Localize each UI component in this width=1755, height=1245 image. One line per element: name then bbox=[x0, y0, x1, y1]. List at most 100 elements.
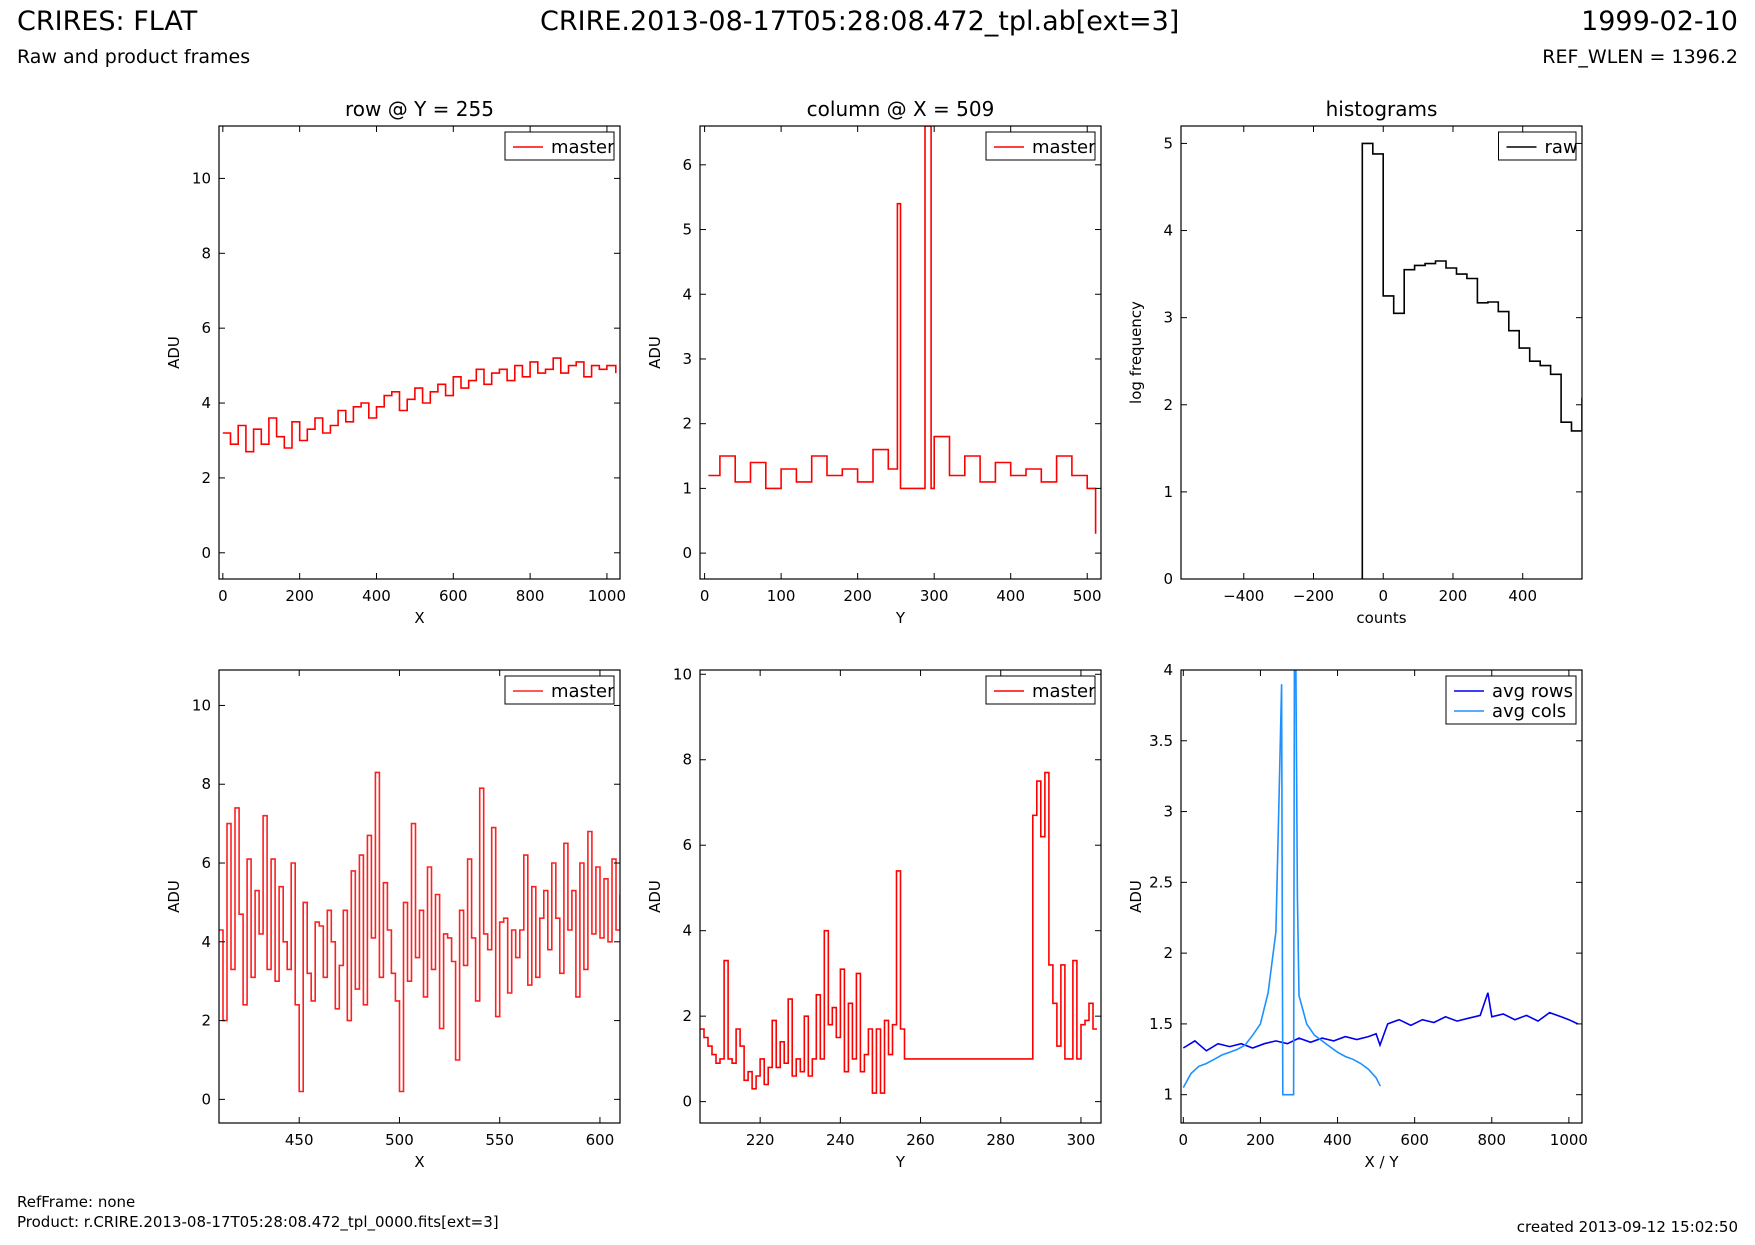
y-axis-label: ADU bbox=[165, 336, 183, 369]
plot-frame bbox=[699, 669, 1102, 1124]
y-tick-label: 2 bbox=[1163, 396, 1173, 414]
x-tick-label: 280 bbox=[986, 1131, 1015, 1149]
y-tick-label: 4 bbox=[201, 933, 211, 951]
ref-frame-note: RefFrame: none bbox=[17, 1193, 136, 1211]
plot-frame bbox=[218, 669, 621, 1124]
y-tick-label: 4 bbox=[1163, 222, 1173, 240]
y-tick-label: 0 bbox=[682, 544, 692, 562]
y-tick-label: 10 bbox=[192, 696, 211, 714]
y-tick-label: 1.5 bbox=[1149, 1015, 1173, 1033]
x-tick-label: 400 bbox=[996, 587, 1025, 605]
plot-frame bbox=[218, 125, 621, 580]
chart-histograms: −400 −200 0 200 400 0 1 2 3 4 5 histograms counts log… bbox=[1127, 97, 1583, 627]
y-tick-label: 0 bbox=[682, 1093, 692, 1111]
x-tick-label: 240 bbox=[826, 1131, 855, 1149]
x-tick-label: 1000 bbox=[1550, 1131, 1588, 1149]
x-tick-label: 220 bbox=[746, 1131, 775, 1149]
y-tick-label: 5 bbox=[682, 221, 692, 239]
chart-averages: 0 200 400 600 800 1000 1 1.5 2 2.5 3 3.5 4 X / Y ADU av… bbox=[1127, 661, 1588, 1171]
created-timestamp: created 2013-09-12 15:02:50 bbox=[1516, 1218, 1738, 1236]
x-tick-label: 600 bbox=[439, 587, 468, 605]
legend-box bbox=[504, 131, 615, 161]
series-line-avg-cols bbox=[1182, 670, 1382, 1096]
legend-box bbox=[985, 131, 1096, 161]
chart-title: histograms bbox=[1326, 97, 1438, 121]
y-tick-label: 3 bbox=[1163, 309, 1173, 327]
y-tick-label: 3 bbox=[682, 350, 692, 368]
y-tick-label: 1 bbox=[682, 479, 692, 497]
x-tick-label: 260 bbox=[906, 1131, 935, 1149]
legend-box bbox=[985, 675, 1096, 705]
x-axis-label: X bbox=[414, 609, 424, 627]
x-axis-label: Y bbox=[895, 1153, 906, 1171]
plot-frame bbox=[699, 125, 1102, 580]
chart-title: row @ Y = 255 bbox=[345, 97, 494, 121]
chart-column: 0 100 200 300 400 500 0 1 2 3 4 5 6 column @ X = 509 Y… bbox=[646, 97, 1102, 627]
x-axis-label: X bbox=[414, 1153, 424, 1171]
series-line-master bbox=[708, 126, 1097, 534]
x-tick-label: 450 bbox=[285, 1131, 314, 1149]
legend-label: master bbox=[551, 137, 615, 158]
legend-label: avg rows bbox=[1492, 681, 1573, 702]
y-tick-label: 2 bbox=[682, 1007, 692, 1025]
x-tick-label: 200 bbox=[843, 587, 872, 605]
x-tick-label: 0 bbox=[1378, 587, 1388, 605]
y-tick-label: 10 bbox=[673, 665, 692, 683]
y-axis-label: ADU bbox=[165, 880, 183, 913]
legend-label: master bbox=[551, 681, 615, 702]
x-tick-label: 550 bbox=[485, 1131, 514, 1149]
y-tick-label: 0 bbox=[201, 1090, 211, 1108]
x-tick-label: 400 bbox=[362, 587, 391, 605]
y-tick-label: 2.5 bbox=[1149, 873, 1173, 891]
chart-row: 0 200 400 600 800 1000 0 2 4 6 8 10 row @ Y = 255 X AD… bbox=[165, 97, 626, 627]
y-tick-label: 0 bbox=[201, 544, 211, 562]
x-tick-label: 400 bbox=[1323, 1131, 1352, 1149]
y-tick-label: 1 bbox=[1163, 483, 1173, 501]
report-date: 1999-02-10 bbox=[1581, 6, 1738, 37]
x-tick-label: 300 bbox=[920, 587, 949, 605]
y-tick-label: 2 bbox=[1163, 944, 1173, 962]
y-axis-label: ADU bbox=[646, 880, 664, 913]
x-tick-label: −400 bbox=[1223, 587, 1264, 605]
x-tick-label: 200 bbox=[285, 587, 314, 605]
x-tick-label: 600 bbox=[1400, 1131, 1429, 1149]
x-tick-label: 800 bbox=[516, 587, 545, 605]
plot-frame bbox=[1180, 669, 1583, 1124]
y-tick-label: 4 bbox=[682, 285, 692, 303]
report-subtitle: Raw and product frames bbox=[17, 46, 251, 68]
legend-label: avg cols bbox=[1492, 701, 1566, 722]
x-tick-label: 500 bbox=[385, 1131, 414, 1149]
y-tick-label: 8 bbox=[201, 244, 211, 262]
product-note: Product: r.CRIRE.2013-08-17T05:28:08.472… bbox=[17, 1213, 499, 1231]
legend-label: master bbox=[1032, 681, 1096, 702]
y-tick-label: 3 bbox=[1163, 803, 1173, 821]
legend-label: raw bbox=[1545, 137, 1578, 158]
x-axis-label: counts bbox=[1356, 609, 1406, 627]
x-tick-label: 600 bbox=[586, 1131, 615, 1149]
y-axis-label: ADU bbox=[1127, 880, 1145, 913]
x-tick-label: 0 bbox=[1179, 1131, 1189, 1149]
chart-row-zoom: 450 500 550 600 0 2 4 6 8 10 X ADU master bbox=[165, 669, 621, 1171]
series-line-master bbox=[700, 771, 1097, 1094]
y-tick-label: 2 bbox=[682, 415, 692, 433]
plot-frame bbox=[1180, 125, 1583, 580]
x-tick-label: 800 bbox=[1477, 1131, 1506, 1149]
y-tick-label: 2 bbox=[201, 1012, 211, 1030]
series-line-master bbox=[219, 771, 620, 1093]
y-tick-label: 6 bbox=[682, 156, 692, 174]
y-tick-label: 4 bbox=[1163, 661, 1173, 679]
y-tick-label: 4 bbox=[201, 394, 211, 412]
chart-column-zoom: 220 240 260 280 300 0 2 4 6 8 10 Y ADU master bbox=[646, 665, 1102, 1171]
x-tick-label: 0 bbox=[700, 587, 710, 605]
y-tick-label: 6 bbox=[201, 854, 211, 872]
y-tick-label: 0 bbox=[1163, 570, 1173, 588]
file-name-title: CRIRE.2013-08-17T05:28:08.472_tpl.ab[ext… bbox=[540, 6, 1180, 37]
series-line-master bbox=[222, 357, 617, 453]
x-tick-label: 1000 bbox=[588, 587, 626, 605]
x-tick-label: 200 bbox=[1439, 587, 1468, 605]
x-tick-label: −200 bbox=[1293, 587, 1334, 605]
y-tick-label: 6 bbox=[201, 319, 211, 337]
legend-label: master bbox=[1032, 137, 1096, 158]
y-axis-label: ADU bbox=[646, 336, 664, 369]
x-tick-label: 500 bbox=[1073, 587, 1102, 605]
